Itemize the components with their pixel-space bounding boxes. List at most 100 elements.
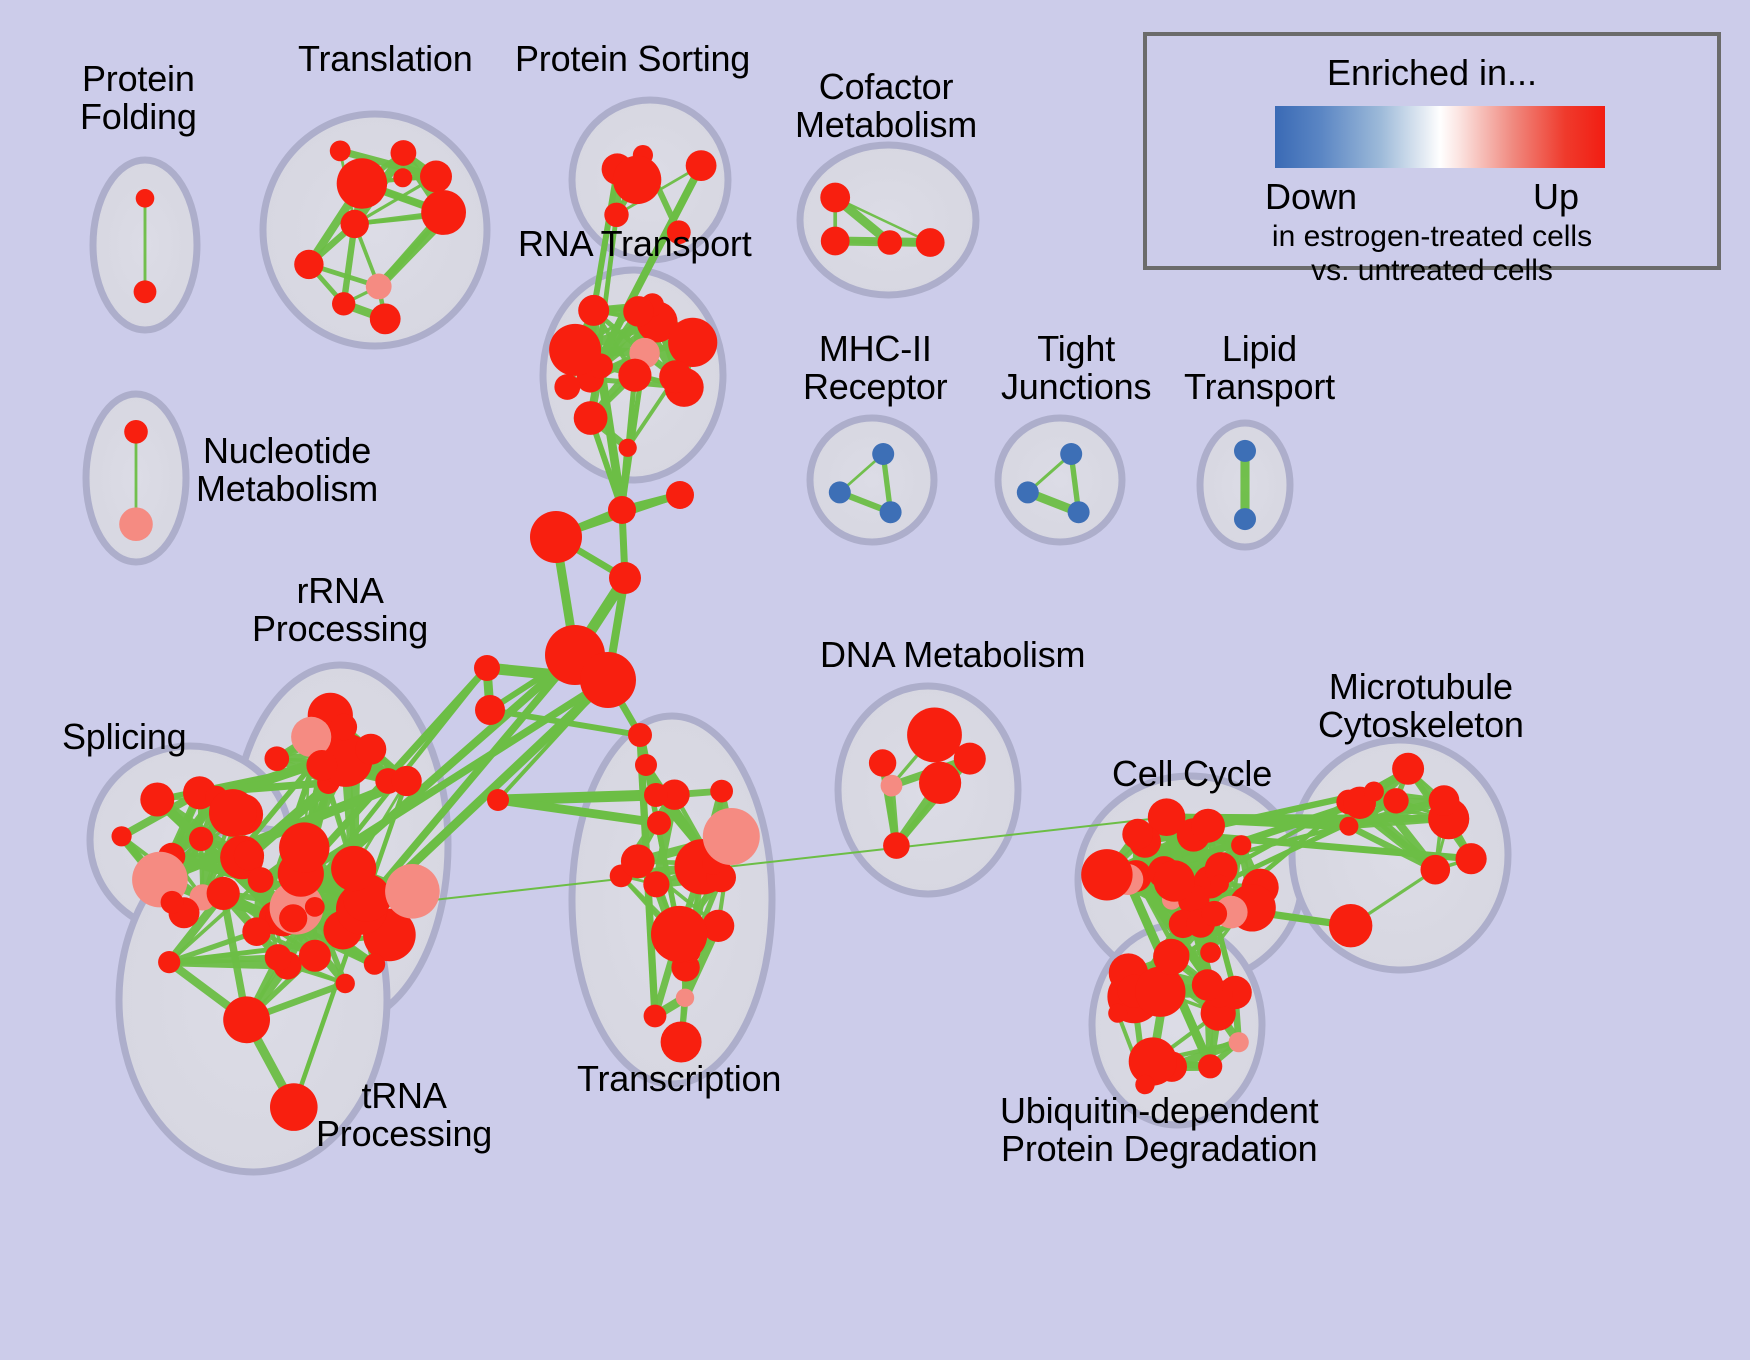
network-node: [133, 280, 157, 304]
network-node: [1339, 816, 1359, 836]
network-node: [393, 168, 413, 188]
cluster-label-trna-processing: tRNA Processing: [316, 1075, 493, 1155]
edge: [168, 929, 258, 965]
edge: [304, 676, 611, 876]
legend-color-gradient-bar: [1275, 106, 1605, 168]
network-node: [820, 226, 850, 256]
network-node: [206, 876, 240, 911]
network-node: [209, 789, 257, 837]
network-node: [1231, 835, 1252, 856]
edge: [595, 365, 627, 511]
network-node: [660, 1021, 702, 1063]
network-node: [335, 973, 355, 994]
network-node: [1234, 439, 1256, 462]
network-node: [1420, 854, 1451, 885]
network-node: [1392, 752, 1425, 785]
network-node: [1153, 938, 1190, 976]
network-node: [1191, 969, 1224, 1001]
network-node: [618, 358, 652, 392]
network-node: [620, 844, 655, 879]
legend-high-label: Up: [1533, 176, 1580, 217]
edge: [636, 859, 720, 928]
network-node: [1200, 942, 1221, 963]
cluster-label-mhc-ii-receptor: MHC-II Receptor: [803, 328, 948, 408]
network-node: [474, 655, 500, 681]
edge: [497, 795, 660, 828]
network-node: [119, 507, 153, 541]
network-node: [618, 438, 637, 457]
network-node: [391, 765, 422, 797]
network-node: [868, 749, 897, 777]
cluster-label-cofactor-metabolism: Cofactor Metabolism: [795, 66, 978, 146]
network-node: [1060, 443, 1083, 465]
network-node: [420, 160, 452, 193]
network-node: [1363, 781, 1384, 802]
network-node: [390, 140, 417, 166]
network-node: [883, 832, 910, 859]
network-node: [264, 746, 290, 771]
network-node: [880, 774, 903, 797]
network-node: [644, 783, 668, 807]
network-node: [294, 249, 324, 280]
network-node: [135, 189, 155, 208]
network-node: [421, 190, 466, 235]
edge: [879, 762, 900, 847]
network-node: [279, 822, 330, 873]
network-node: [1234, 508, 1256, 531]
legend-box: Enriched in... Down Up in estrogen-treat…: [1143, 32, 1721, 287]
network-node: [140, 782, 175, 817]
network-node: [264, 944, 292, 971]
network-node: [223, 996, 270, 1044]
network-node: [643, 1004, 667, 1028]
cluster-label-nucleotide-metabolism: Nucleotide Metabolism: [196, 430, 379, 510]
network-node: [1135, 1074, 1155, 1095]
cluster-label-dna-metabolism: DNA Metabolism: [820, 634, 1086, 675]
cluster-label-ubiquitin-protein-degradation: Ubiquitin-dependent Protein Degradation: [1000, 1090, 1319, 1170]
legend-caption-line1: in estrogen-treated cells: [1271, 220, 1593, 253]
network-node: [609, 562, 641, 594]
network-node: [1198, 1054, 1223, 1079]
network-node: [1228, 1032, 1249, 1053]
network-node: [915, 228, 945, 257]
network-node: [604, 202, 629, 227]
network-node: [710, 779, 733, 803]
network-node: [877, 230, 903, 255]
network-node: [1122, 818, 1154, 850]
network-node: [385, 864, 440, 919]
network-node: [578, 294, 610, 326]
cluster-label-protein-folding: Protein Folding: [80, 58, 197, 138]
network-node: [291, 716, 332, 758]
network-node: [365, 273, 392, 300]
network-node: [549, 323, 602, 376]
network-node: [270, 1083, 318, 1131]
network-node: [635, 754, 657, 776]
network-node: [247, 867, 274, 893]
network-node: [336, 158, 388, 209]
legend-low-label: Down: [1265, 176, 1358, 217]
edge: [586, 163, 705, 381]
network-node: [1108, 1003, 1128, 1023]
network-node: [554, 374, 581, 400]
network-node: [1204, 852, 1238, 885]
network-node: [628, 723, 652, 747]
network-node: [1428, 785, 1460, 816]
cluster-ellipse-mhc-ii-receptor: [806, 414, 938, 546]
network-node: [623, 296, 654, 327]
network-node: [1016, 481, 1039, 504]
network-node: [1201, 900, 1228, 927]
network-node: [1210, 874, 1229, 894]
network-node: [330, 713, 358, 741]
network-node: [306, 750, 338, 781]
cluster-label-lipid-transport: Lipid Transport: [1184, 328, 1335, 408]
network-node: [332, 292, 356, 316]
network-node: [659, 360, 692, 394]
network-node: [647, 811, 671, 835]
network-node: [363, 953, 386, 975]
network-node: [475, 695, 505, 725]
network-node: [233, 840, 265, 871]
cluster-label-protein-sorting: Protein Sorting: [515, 38, 751, 79]
network-node: [124, 420, 148, 444]
network-node: [304, 897, 325, 917]
network-node: [1383, 788, 1409, 814]
